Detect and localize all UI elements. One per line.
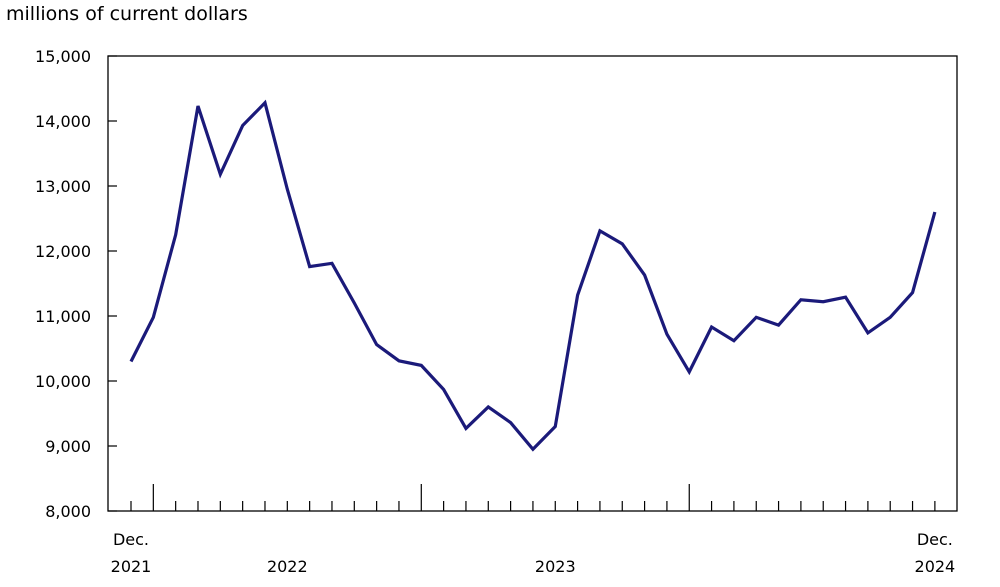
y-axis: 15,000 14,000 13,000 12,000 11,000 10,000 9,00… (35, 47, 117, 521)
y-tick-label: 9,000 (45, 437, 91, 456)
x-label-year: 2021 (111, 557, 152, 576)
series-group (129, 99, 937, 452)
plot-frame (107, 55, 958, 512)
x-label-month: Dec. (113, 530, 149, 549)
x-label-year: 2024 (915, 557, 956, 576)
unit-label: millions of current dollars (6, 3, 248, 25)
x-label-year: 2023 (535, 557, 576, 576)
x-label-month: Dec. (917, 530, 953, 549)
y-tick-label: 12,000 (35, 242, 91, 261)
y-tick-label: 11,000 (35, 307, 91, 326)
y-tick-label: 8,000 (45, 502, 91, 521)
y-tick-label: 14,000 (35, 112, 91, 131)
x-axis: Dec. 2021 2022 2023 Dec. 2024 (111, 484, 956, 576)
series-line (129, 99, 937, 452)
y-tick-label: 10,000 (35, 372, 91, 391)
x-label-year: 2022 (267, 557, 308, 576)
y-tick-label: 15,000 (35, 47, 91, 66)
y-tick-label: 13,000 (35, 177, 91, 196)
